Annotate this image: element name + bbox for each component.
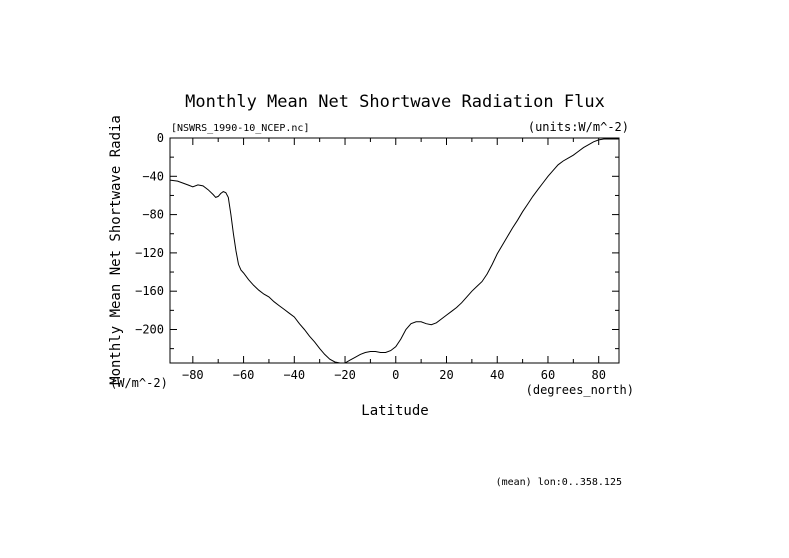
x-axis-label: Latitude	[361, 403, 428, 419]
x-tick-label: −40	[283, 368, 305, 382]
y-tick-label: −160	[135, 284, 164, 298]
file-label: [NSWRS_1990-10_NCEP.nc]	[171, 123, 309, 134]
x-tick-label: 20	[439, 368, 453, 382]
x-tick-label: 80	[591, 368, 605, 382]
plot-frame	[169, 137, 620, 364]
x-tick-label: 40	[490, 368, 504, 382]
x-tick-label: 0	[392, 368, 399, 382]
x-tick-label: −60	[233, 368, 255, 382]
x-axis-ticks: −80 −60 −40 −20 0 20 40 60 80	[182, 138, 606, 382]
y-axis-label: Monthly Mean Net Shortwave Radia	[108, 115, 124, 385]
y-tick-label: −40	[142, 169, 164, 183]
units-label: (units:W/m^-2)	[528, 120, 629, 134]
y-tick-label: −120	[135, 246, 164, 260]
y-tick-label: 0	[157, 131, 164, 145]
x-tick-label: −20	[334, 368, 356, 382]
chart-title: Monthly Mean Net Shortwave Radiation Flu…	[185, 92, 605, 112]
y-axis-units: (W/m^-2)	[110, 376, 168, 390]
series-line	[169, 138, 619, 364]
footnote: (mean) lon:0..358.125	[496, 477, 622, 488]
x-tick-label: −80	[182, 368, 204, 382]
y-axis-ticks: 0 −40 −80 −120 −160 −200	[135, 131, 619, 350]
y-tick-label: −200	[135, 322, 164, 336]
x-axis-units: (degrees_north)	[526, 383, 634, 397]
y-tick-label: −80	[142, 208, 164, 222]
x-tick-label: 60	[541, 368, 555, 382]
